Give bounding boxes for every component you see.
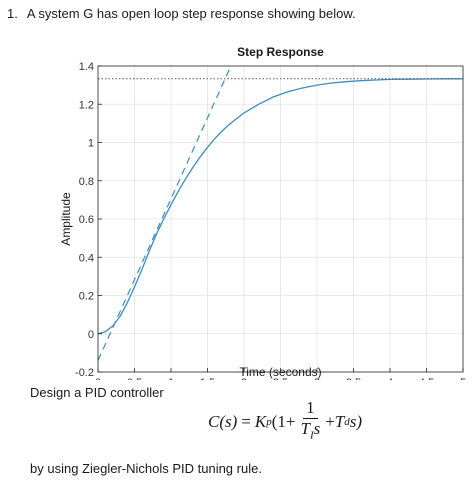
- formula-kp-sub: p: [266, 416, 272, 428]
- formula-ti-s: s: [313, 418, 321, 438]
- x-tick-label: 0.5: [127, 377, 142, 380]
- formula-plus: +: [325, 412, 335, 431]
- x-tick-label: 3.5: [346, 377, 361, 380]
- response-curve: [98, 78, 463, 335]
- y-tick-label: 0: [88, 329, 94, 341]
- chart-title: Step Response: [237, 45, 324, 59]
- fraction-numerator: 1: [303, 398, 318, 419]
- question-number: 1.: [7, 6, 18, 21]
- formula-td: T: [334, 412, 345, 431]
- design-instruction: Design a PID controller: [30, 385, 164, 400]
- y-axis-label: Amplitude: [59, 192, 73, 246]
- formula-fraction: 1 TIs: [298, 398, 322, 445]
- formula-ti-sub: I: [309, 429, 314, 442]
- formula-ti: T: [300, 418, 310, 438]
- formula-open: (1+: [271, 412, 296, 431]
- series-layer: [98, 66, 463, 361]
- step-response-chart: 00.511.522.533.544.55-0.200.20.40.60.811…: [59, 45, 466, 380]
- formula-td-s: s): [349, 412, 363, 431]
- y-tick-label: 0.2: [79, 291, 94, 303]
- x-tick-label: 0: [95, 377, 101, 380]
- tuning-rule-text: by using Ziegler-Nichols PID tuning rule…: [30, 461, 262, 476]
- formula-kp: K: [254, 412, 267, 431]
- x-tick-label: 4.5: [419, 377, 434, 380]
- fraction-denominator: TIs: [298, 419, 322, 445]
- x-tick-label: 1.5: [200, 377, 215, 380]
- y-tick-label: 0.8: [79, 176, 94, 188]
- y-tick-label: 1.4: [79, 61, 94, 73]
- y-tick-label: 1: [88, 138, 94, 150]
- y-tick-label: 0.6: [79, 214, 94, 226]
- formula-lhs: C(s): [208, 412, 238, 431]
- x-tick-label: 2: [241, 377, 247, 380]
- x-tick-label: 1: [168, 377, 174, 380]
- formula-equals: =: [241, 412, 251, 431]
- ticks: 00.511.522.533.544.55-0.200.20.40.60.811…: [75, 61, 466, 380]
- x-tick-label: 3: [314, 377, 320, 380]
- x-tick-label: 2.5: [273, 377, 288, 380]
- y-tick-label: 1.2: [79, 99, 94, 111]
- y-tick-label: 0.4: [79, 252, 94, 264]
- question-body: A system G has open loop step response s…: [26, 6, 356, 21]
- tangent-line: [98, 66, 232, 361]
- x-tick-label: 4: [387, 377, 393, 380]
- question-text: 1. A system G has open loop step response…: [7, 6, 356, 21]
- x-axis-label: Time (seconds): [239, 365, 321, 379]
- x-tick-label: 5: [460, 377, 466, 380]
- formula-td-sub: d: [344, 416, 350, 428]
- y-tick-label: -0.2: [75, 367, 94, 379]
